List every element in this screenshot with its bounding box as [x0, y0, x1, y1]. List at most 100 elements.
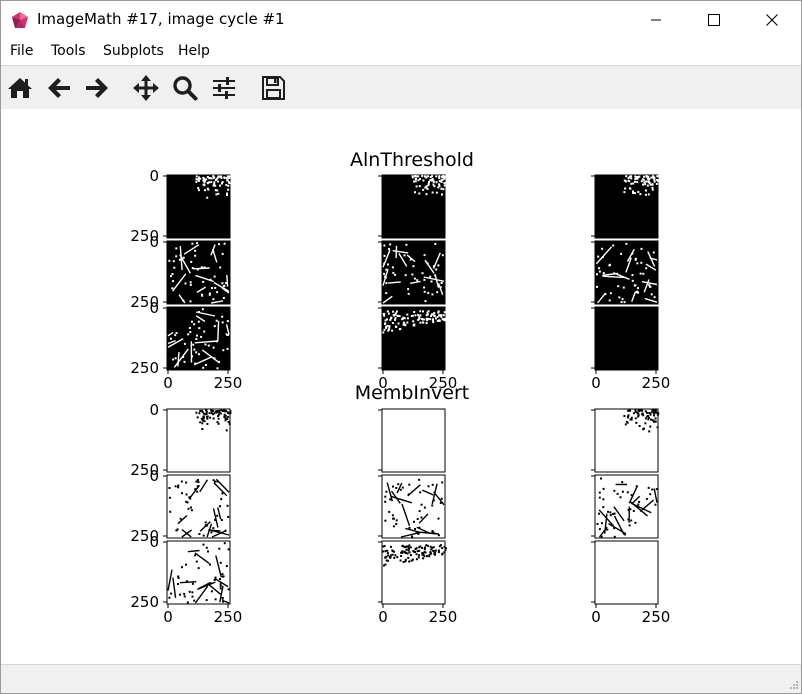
speckle	[224, 419, 227, 422]
figure-canvas[interactable]: 0 250 0 250 0 250 0 250 0 250 0 250 AlnThreshold 0 250…	[1, 109, 801, 664]
status-bar	[1, 664, 801, 693]
speckle	[421, 272, 424, 275]
speckle	[387, 248, 390, 250]
speckle	[385, 326, 388, 329]
maximize-button[interactable]	[685, 1, 743, 39]
x-tick-label: 250	[214, 608, 243, 626]
minimize-button[interactable]	[627, 1, 685, 39]
speckle	[432, 318, 434, 321]
speckle	[170, 275, 172, 278]
cell-boundary	[197, 581, 216, 590]
cell-boundary	[222, 599, 230, 604]
speckle	[412, 320, 415, 323]
speckle	[384, 322, 387, 325]
speckle	[598, 512, 600, 515]
speckle	[410, 559, 413, 562]
speckle	[195, 180, 198, 183]
speckle	[181, 492, 183, 495]
speckle	[652, 419, 655, 422]
speckle	[224, 410, 227, 413]
speckle	[644, 183, 647, 186]
speckle	[195, 175, 198, 178]
cell-boundary	[187, 549, 200, 553]
speckle	[226, 192, 228, 195]
speckle	[441, 553, 444, 556]
speckle	[191, 582, 194, 585]
zoom-button[interactable]	[170, 72, 200, 104]
speckle	[202, 415, 205, 418]
save-button[interactable]	[258, 72, 288, 104]
cell-boundary	[177, 514, 188, 525]
speckle	[425, 176, 428, 179]
speckle	[220, 176, 223, 179]
speckle	[202, 543, 205, 546]
speckle	[431, 530, 434, 533]
menu-tools[interactable]: Tools	[51, 43, 86, 59]
cell-boundary	[214, 578, 229, 588]
image-panel-1-3-3	[591, 306, 659, 371]
speckle	[419, 545, 422, 548]
speckle	[601, 256, 604, 259]
speckle	[634, 257, 637, 260]
close-button[interactable]	[743, 1, 801, 39]
speckle	[653, 176, 656, 179]
speckle	[193, 323, 196, 326]
back-button[interactable]	[44, 72, 74, 104]
pan-button[interactable]	[131, 72, 161, 104]
speckle	[634, 409, 637, 411]
speckle	[621, 481, 624, 484]
menu-help[interactable]: Help	[178, 43, 210, 59]
speckle	[654, 503, 657, 506]
speckle	[229, 412, 232, 415]
cell-boundary	[643, 279, 650, 293]
speckle	[628, 524, 631, 527]
cell-boundary	[631, 495, 641, 505]
speckle	[435, 175, 438, 178]
resize-grip-icon[interactable]	[787, 680, 799, 692]
title-bar[interactable]: ImageMath #17, image cycle #1	[1, 1, 801, 39]
speckle	[413, 277, 416, 280]
image-panel-2-2-2	[378, 474, 446, 539]
speckle	[213, 275, 216, 278]
speckle	[210, 590, 213, 593]
image-panel-2-3-2	[378, 540, 447, 605]
speckle	[226, 334, 229, 336]
y-tick-label: 250	[130, 461, 159, 479]
speckle	[188, 590, 191, 593]
configure-subplots-button[interactable]	[209, 72, 239, 104]
speckle	[422, 310, 424, 313]
x-tick-label: 0	[378, 374, 388, 392]
speckle	[208, 293, 211, 296]
speckle	[219, 578, 221, 580]
speckle	[222, 349, 225, 352]
cell-boundary	[179, 254, 192, 274]
speckle	[414, 175, 417, 178]
speckle	[426, 311, 429, 314]
image-area	[166, 174, 231, 239]
forward-button[interactable]	[82, 72, 112, 104]
speckle	[212, 417, 215, 420]
subplot-group-title: MembInvert	[355, 382, 470, 404]
speckle	[437, 517, 440, 520]
speckle	[386, 324, 389, 327]
menu-file[interactable]: File	[10, 43, 34, 59]
speckle	[398, 315, 401, 318]
speckle	[639, 409, 642, 412]
speckle	[436, 319, 439, 322]
speckle	[179, 517, 182, 520]
speckle	[656, 175, 659, 178]
speckle	[413, 311, 416, 313]
speckle	[223, 542, 226, 545]
cell-boundary	[647, 251, 656, 267]
cell-boundary	[401, 503, 411, 527]
speckle	[427, 175, 429, 178]
forward-arrow-icon	[86, 78, 108, 98]
speckle	[201, 409, 204, 412]
home-button[interactable]	[5, 72, 35, 104]
speckle	[598, 491, 601, 494]
cell-boundary	[396, 482, 403, 494]
menu-subplots[interactable]: Subplots	[103, 43, 164, 59]
speckle	[191, 267, 194, 269]
speckle	[644, 417, 647, 420]
